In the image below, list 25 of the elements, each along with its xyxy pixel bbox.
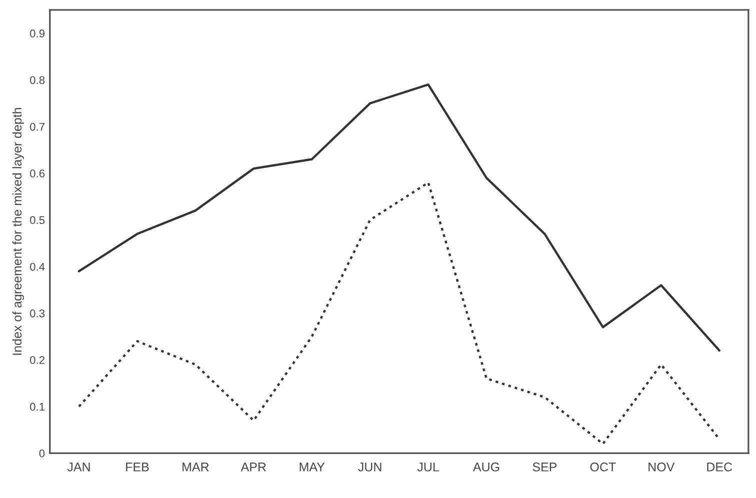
line-series	[78, 84, 720, 352]
y-tick-label: 0.2	[30, 356, 44, 364]
y-tick-label: 0.9	[30, 30, 45, 38]
x-tick-label: JAN	[67, 462, 90, 472]
x-tick-label: AUG	[472, 462, 500, 472]
x-tick-label: APR	[240, 462, 266, 472]
x-tick-label: OCT	[590, 462, 616, 472]
y-tick-label: 0.1	[30, 402, 44, 411]
x-tick-label: SEP	[532, 462, 557, 472]
y-tick-label: 0	[39, 449, 45, 458]
y-tick-label: 0.7	[30, 122, 44, 131]
x-tick-label: NOV	[648, 462, 675, 472]
y-tick-label: 0.5	[30, 216, 45, 224]
x-tick-label: DEC	[707, 462, 732, 472]
x-tick-label: JUN	[358, 462, 382, 472]
x-tick-label: JUL	[417, 462, 439, 472]
y-tick-label: 0.4	[30, 262, 45, 271]
y-tick-label: 0.3	[30, 309, 45, 318]
y-tick-label: 0.6	[30, 170, 45, 178]
x-tick-label: MAR	[182, 462, 209, 472]
line-series	[78, 181, 720, 445]
y-tick-label: 0.8	[30, 76, 45, 84]
x-tick-label: FEB	[126, 462, 149, 472]
x-tick-label: MAY	[300, 462, 325, 472]
y-axis-title: Index of agreement for the mixed layer depth	[12, 108, 24, 355]
